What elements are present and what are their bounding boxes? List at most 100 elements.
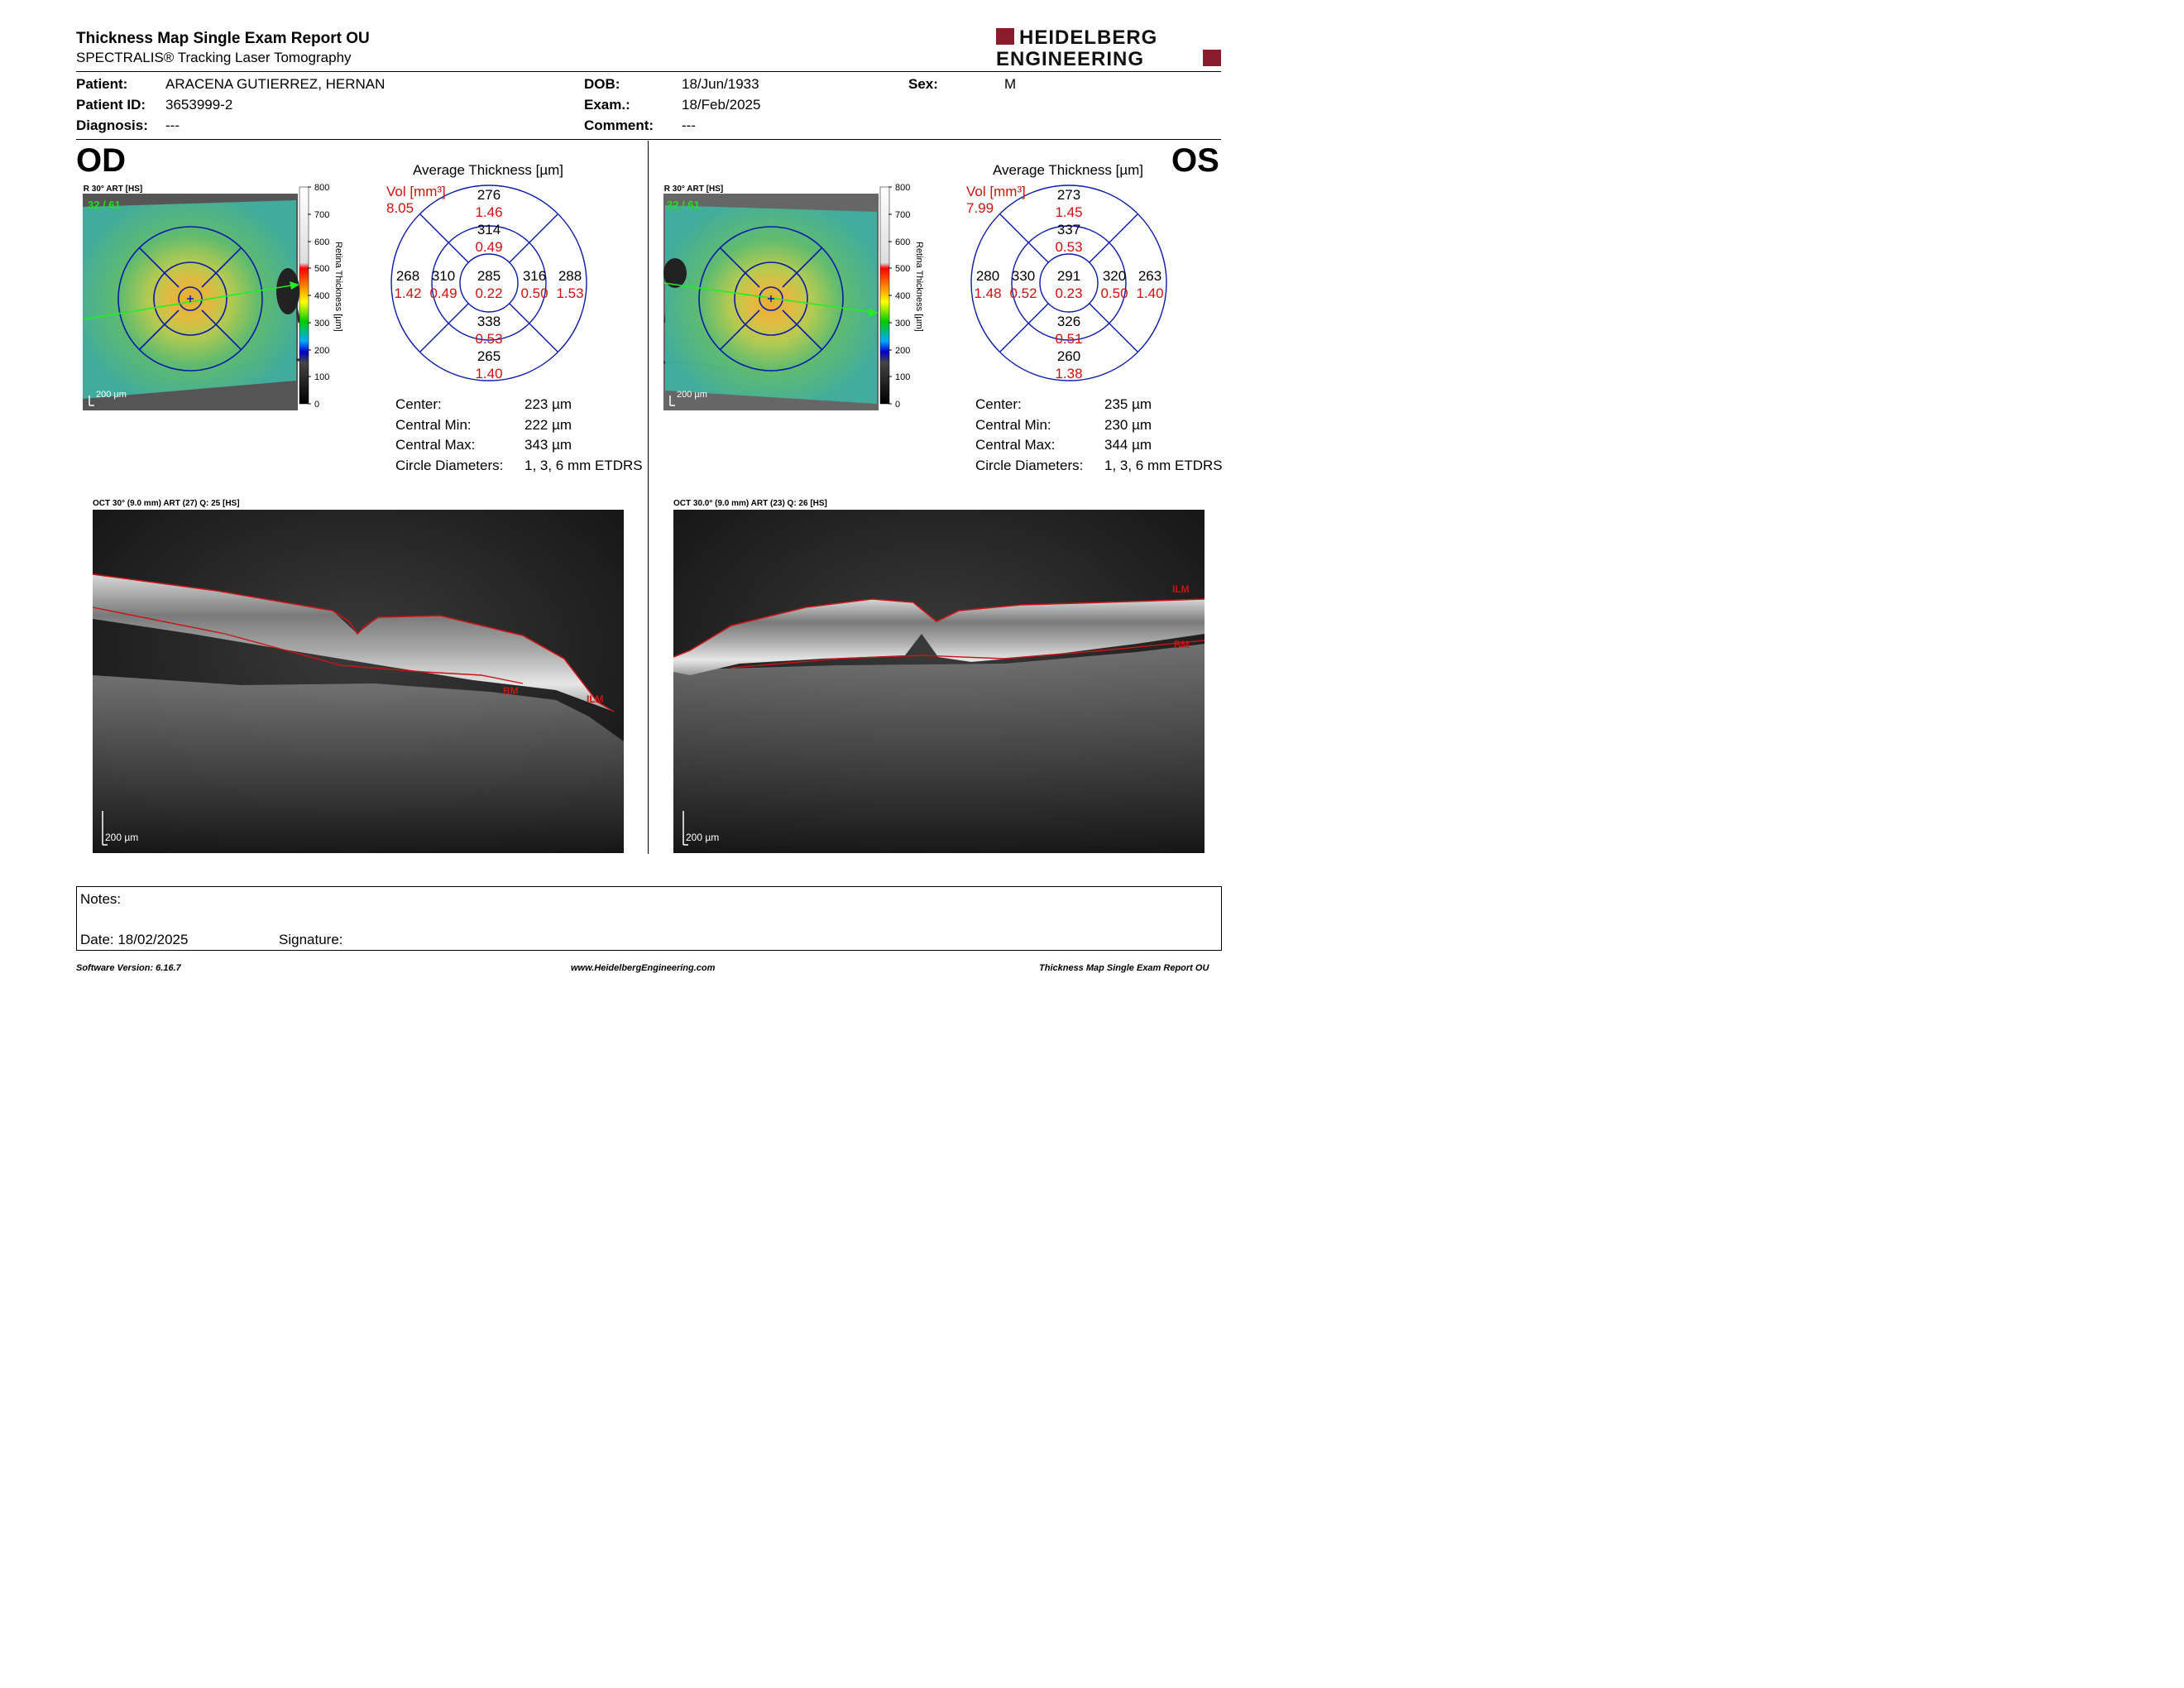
- os-inner-superior: 337: [1057, 222, 1080, 237]
- os-min-value: 230 µm: [1104, 417, 1152, 433]
- od-eye-label: OD: [76, 142, 126, 179]
- notes-box[interactable]: Notes: Date: 18/02/2025 Signature:: [76, 886, 1222, 951]
- od-center-vol: 0.22: [475, 285, 502, 301]
- exam-label: Exam.:: [584, 97, 630, 113]
- od-outer-inferior-vol: 1.40: [475, 366, 502, 381]
- dob-value: 18/Jun/1933: [682, 76, 759, 92]
- od-colorbar-label: Retina Thickness [µm]: [333, 242, 343, 332]
- svg-text:600: 600: [314, 237, 329, 247]
- os-outer-nasal-vol: 1.40: [1136, 285, 1163, 301]
- os-ir-label: IR 30° ART [HS]: [663, 185, 723, 194]
- od-grid-title: Average Thickness [µm]: [413, 162, 563, 178]
- os-inner-temporal-vol: 0.52: [1009, 285, 1037, 301]
- os-center: 291: [1057, 268, 1080, 284]
- comment-value: ---: [682, 117, 696, 133]
- od-outer-nasal-vol: 1.53: [556, 285, 583, 301]
- dob-label: DOB:: [584, 76, 620, 92]
- svg-text:500: 500: [895, 264, 910, 274]
- od-inner-superior: 314: [477, 222, 500, 237]
- od-max-value: 343 µm: [524, 437, 572, 453]
- os-oct-scale: 200 µm: [686, 832, 719, 843]
- od-ir-scale: 200 µm: [96, 390, 127, 400]
- footer-report-name: Thickness Map Single Exam Report OU: [1039, 963, 1209, 973]
- patient-label: Patient:: [76, 76, 128, 92]
- od-outer-temporal-vol: 1.42: [394, 285, 421, 301]
- od-etdrs-grid: Average Thickness [µm] Vol [mm³] 8.05 27…: [381, 157, 596, 386]
- svg-text:300: 300: [314, 319, 329, 328]
- svg-text:700: 700: [895, 210, 910, 220]
- od-min-label: Central Min:: [395, 417, 472, 433]
- os-outer-inferior: 260: [1057, 348, 1080, 364]
- od-oct-scale: 200 µm: [105, 832, 138, 843]
- od-oct-bscan: BM ILM 200 µm: [92, 510, 624, 853]
- report-subtitle: SPECTRALIS® Tracking Laser Tomography: [76, 50, 352, 65]
- od-outer-temporal: 268: [396, 268, 419, 284]
- od-inner-nasal: 316: [523, 268, 546, 284]
- os-colorbar-ticks: 800 700 600 500 400 300 200 100 0 Retina…: [888, 182, 928, 410]
- od-min-value: 222 µm: [524, 417, 572, 433]
- od-inner-inferior-vol: 0.53: [475, 331, 502, 347]
- svg-text:400: 400: [895, 291, 910, 301]
- signature-label: Signature:: [279, 932, 343, 947]
- os-diam-label: Circle Diameters:: [975, 458, 1084, 473]
- sex-label: Sex:: [908, 76, 938, 92]
- svg-text:800: 800: [895, 183, 910, 193]
- os-vol-value: 7.99: [966, 200, 994, 216]
- od-diam-label: Circle Diameters:: [395, 458, 504, 473]
- os-inner-temporal: 330: [1012, 268, 1035, 284]
- heidelberg-logo: HEIDELBERG ENGINEERING: [996, 26, 1223, 70]
- os-outer-temporal: 280: [976, 268, 999, 284]
- od-inner-superior-vol: 0.49: [475, 239, 502, 255]
- patient-id-label: Patient ID:: [76, 97, 146, 113]
- os-center-label: Center:: [975, 396, 1022, 412]
- os-outer-inferior-vol: 1.38: [1055, 366, 1082, 381]
- od-outer-superior: 276: [477, 187, 500, 203]
- diagnosis-label: Diagnosis:: [76, 117, 148, 133]
- od-center-value: 223 µm: [524, 396, 572, 412]
- od-ir-thickness-map: IR 30° ART [HS] 32 / 61 200 µm: [81, 182, 347, 410]
- os-max-value: 344 µm: [1104, 437, 1152, 453]
- patient-id: 3653999-2: [165, 97, 233, 113]
- os-oct-label: OCT 30.0° (9.0 mm) ART (23) Q: 26 [HS]: [673, 499, 827, 508]
- sex-value: M: [1004, 76, 1017, 92]
- od-center: 285: [477, 268, 500, 284]
- svg-text:300: 300: [895, 319, 910, 328]
- eye-separator: [648, 141, 649, 854]
- patient-name: ARACENA GUTIERREZ, HERNAN: [165, 76, 386, 92]
- logo-line2: ENGINEERING: [996, 48, 1144, 70]
- svg-text:500: 500: [314, 264, 329, 274]
- od-frame-counter: 32 / 61: [88, 199, 121, 211]
- od-inner-temporal: 310: [432, 268, 455, 284]
- exam-value: 18/Feb/2025: [682, 97, 761, 113]
- od-center-label: Center:: [395, 396, 442, 412]
- od-oct-label: OCT 30° (9.0 mm) ART (27) Q: 25 [HS]: [93, 499, 240, 508]
- os-oct-bscan: ILM BM 200 µm: [673, 510, 1205, 853]
- os-center-value: 235 µm: [1104, 396, 1152, 412]
- os-inner-nasal: 320: [1103, 268, 1126, 284]
- od-diam-value: 1, 3, 6 mm ETDRS: [524, 458, 643, 473]
- od-vol-label: Vol [mm³]: [386, 184, 446, 199]
- os-outer-superior-vol: 1.45: [1055, 204, 1082, 220]
- od-inner-inferior: 338: [477, 314, 500, 329]
- od-vol-value: 8.05: [386, 200, 414, 216]
- od-max-label: Central Max:: [395, 437, 476, 453]
- svg-text:800: 800: [314, 183, 329, 193]
- logo-line1: HEIDELBERG: [1019, 26, 1157, 49]
- footer-website: www.HeidelbergEngineering.com: [571, 963, 716, 973]
- od-inner-nasal-vol: 0.50: [520, 285, 548, 301]
- os-diam-value: 1, 3, 6 mm ETDRS: [1104, 458, 1223, 473]
- svg-text:100: 100: [314, 372, 329, 382]
- os-grid-title: Average Thickness [µm]: [993, 162, 1143, 178]
- svg-text:200: 200: [314, 346, 329, 356]
- report-title: Thickness Map Single Exam Report OU: [76, 30, 370, 47]
- od-outer-superior-vol: 1.46: [475, 204, 502, 220]
- svg-text:700: 700: [314, 210, 329, 220]
- os-vol-label: Vol [mm³]: [966, 184, 1026, 199]
- svg-text:0: 0: [314, 400, 319, 410]
- od-ilm-tag: ILM: [587, 693, 604, 705]
- os-frame-counter: 32 / 61: [667, 199, 700, 211]
- notes-label: Notes:: [80, 891, 122, 907]
- svg-text:0: 0: [895, 400, 900, 410]
- os-ilm-tag: ILM: [1172, 583, 1190, 595]
- footer-software-version: Software Version: 6.16.7: [76, 963, 181, 973]
